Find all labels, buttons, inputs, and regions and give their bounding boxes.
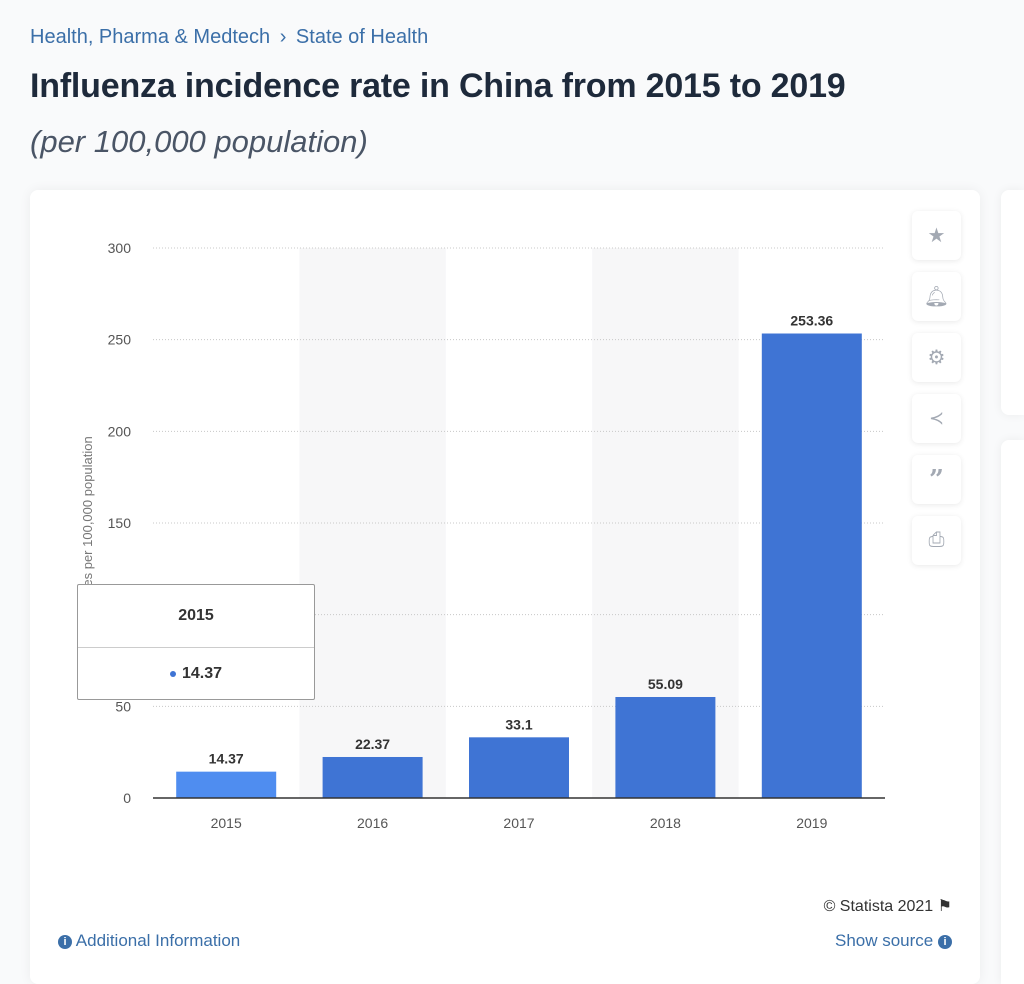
- data-label: 14.37: [209, 751, 244, 767]
- print-icon: ⎙: [928, 529, 945, 551]
- show-source-label: Show source: [834, 931, 934, 950]
- share-icon: ≺: [928, 408, 945, 428]
- y-tick-label: 50: [115, 698, 131, 714]
- tooltip-label: 2015: [78, 585, 314, 648]
- breadcrumb-item-state-of-health[interactable]: State of Health: [295, 26, 429, 48]
- breadcrumb-item-health[interactable]: Health, Pharma & Medtech: [30, 26, 271, 48]
- breadcrumb: Health, Pharma & Medtech › State of Heal…: [30, 26, 428, 49]
- data-label: 253.36: [790, 313, 833, 329]
- x-tick-label: 2018: [650, 815, 681, 831]
- y-tick-label: 0: [123, 790, 131, 806]
- bell-icon: 🔔︎: [923, 286, 950, 308]
- chart-tooltip: 2015 14.37: [77, 584, 315, 700]
- side-panel: [1001, 440, 1024, 984]
- y-tick-label: 300: [108, 240, 132, 256]
- info-icon: i: [58, 935, 72, 949]
- x-tick-label: 2019: [796, 815, 827, 831]
- page-title: Influenza incidence rate in China from 2…: [30, 67, 846, 105]
- print-button[interactable]: ⎙: [912, 516, 961, 565]
- show-source-link[interactable]: Show source i: [835, 931, 952, 951]
- tooltip-value: 14.37: [181, 665, 223, 682]
- y-tick-label: 250: [108, 332, 132, 348]
- share-button[interactable]: ≺: [912, 394, 961, 443]
- series-dot: [169, 671, 176, 677]
- x-tick-label: 2017: [503, 815, 534, 831]
- settings-button[interactable]: ⚙: [912, 333, 961, 382]
- breadcrumb-separator: ›: [279, 26, 287, 48]
- additional-information-link[interactable]: i Additional Information: [58, 931, 240, 951]
- bar[interactable]: [469, 737, 569, 798]
- y-axis-label: Cases per 100,000 population: [80, 436, 95, 609]
- notification-button[interactable]: 🔔︎: [912, 272, 961, 321]
- copyright: © Statista 2021 ⚑: [824, 896, 952, 916]
- bar[interactable]: [176, 771, 277, 798]
- star-icon: ★: [927, 225, 946, 247]
- flag-icon[interactable]: ⚑: [937, 898, 952, 915]
- gear-icon: ⚙: [927, 347, 946, 369]
- data-label: 22.37: [355, 736, 390, 752]
- side-panel: [1001, 190, 1024, 415]
- tooltip-value-row: 14.37: [78, 648, 314, 700]
- additional-information-label: Additional Information: [75, 931, 241, 950]
- y-tick-label: 150: [108, 515, 132, 531]
- page-subtitle: (per 100,000 population): [30, 124, 368, 159]
- data-label: 33.1: [505, 716, 532, 732]
- bar[interactable]: [322, 756, 423, 798]
- info-icon: i: [938, 935, 952, 949]
- x-tick-label: 2016: [357, 815, 388, 831]
- x-tick-label: 2015: [211, 815, 242, 831]
- cite-button[interactable]: ”: [912, 455, 961, 504]
- data-label: 55.09: [648, 676, 683, 692]
- bar[interactable]: [615, 697, 716, 798]
- y-tick-label: 200: [108, 423, 132, 439]
- bar[interactable]: [761, 333, 862, 798]
- copyright-text: © Statista 2021: [823, 898, 934, 915]
- quote-icon: ”: [929, 464, 944, 495]
- favorite-button[interactable]: ★: [912, 211, 961, 260]
